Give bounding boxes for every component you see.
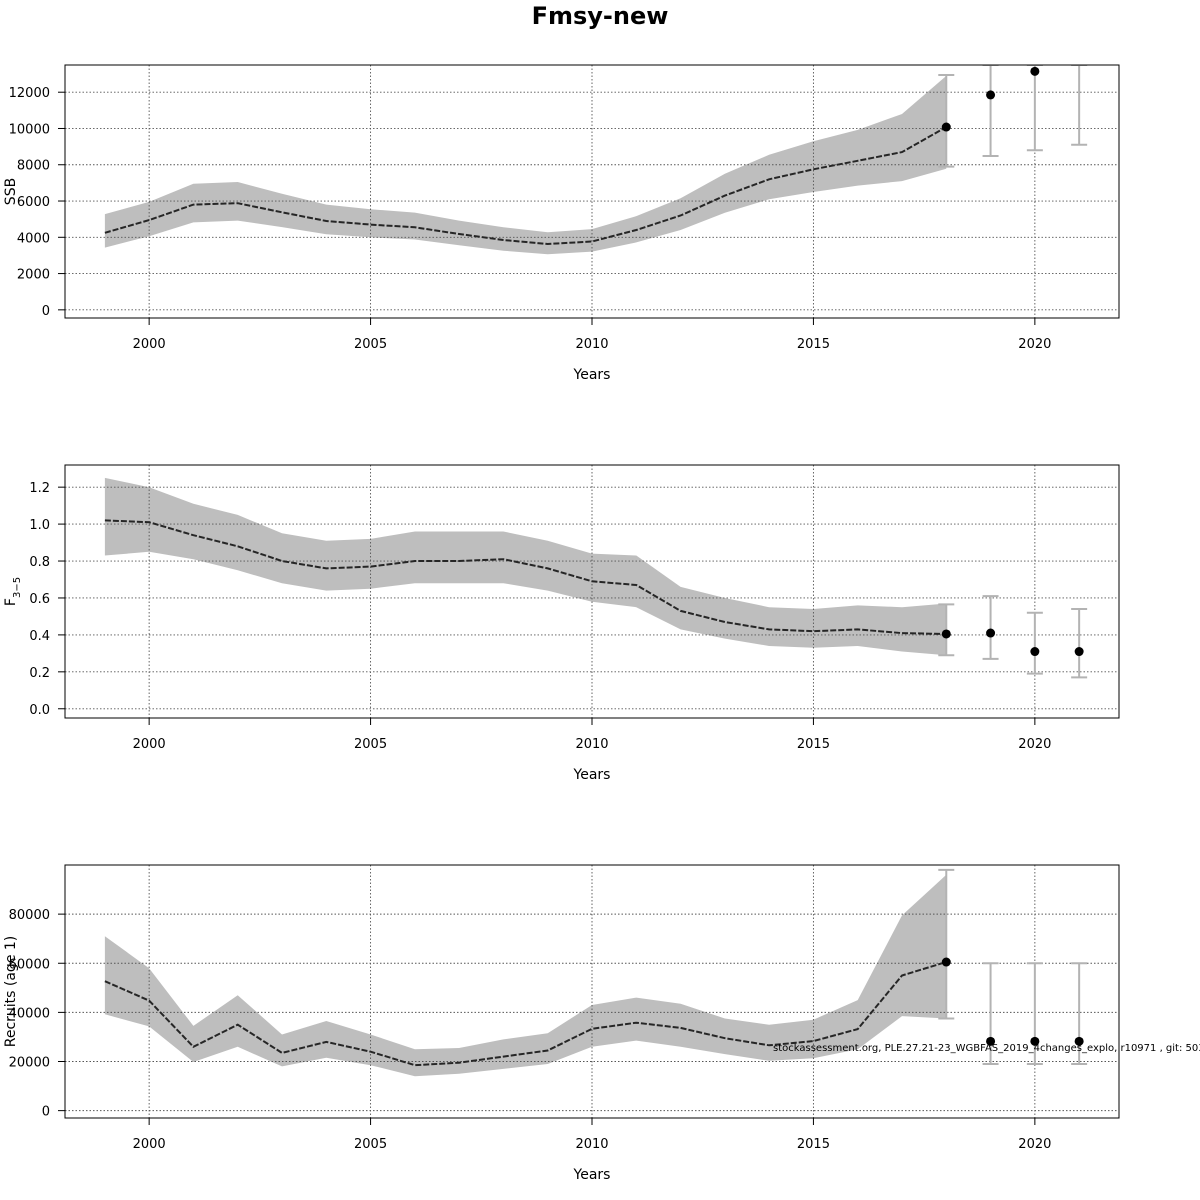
confidence-band <box>104 874 947 1077</box>
forecast-point <box>1030 66 1040 76</box>
x-axis-label: Years <box>573 1167 611 1183</box>
x-axis-label: Years <box>573 767 611 783</box>
y-tick-label: 10000 <box>9 122 50 137</box>
x-tick-label: 2015 <box>797 1137 830 1152</box>
chart-panel-3: 2000 2005 2010 2015 2020 0 20000 40000 60000 8000… <box>3 864 1120 1183</box>
y-tick-label: 12000 <box>9 86 50 101</box>
estimate-line <box>104 126 947 246</box>
grid-lines <box>65 865 1119 1118</box>
y-tick-label: 1.2 <box>29 481 50 496</box>
forecast-group <box>938 595 1088 679</box>
y-tick-label: 6000 <box>17 195 50 210</box>
confidence-band <box>104 477 947 656</box>
grid-lines <box>65 65 1119 318</box>
y-tick-label: 1.0 <box>29 518 50 533</box>
y-axis-label: SSB <box>3 178 19 205</box>
y-tick-label: 0.8 <box>29 555 50 570</box>
y-tick-label: 8000 <box>17 159 50 174</box>
y-tick-label: 2000 <box>17 268 50 283</box>
y-axis-label-main: Recruits (age 1) <box>3 936 19 1048</box>
forecast-point <box>941 122 951 132</box>
figure-title: Fmsy-new <box>532 2 669 30</box>
x-tick-label: 2000 <box>133 337 166 352</box>
y-tick-label: 0.4 <box>29 629 50 644</box>
y-tick-label: 0 <box>42 1105 50 1120</box>
x-tick-label: 2000 <box>133 1137 166 1152</box>
forecast-group <box>938 868 1088 1065</box>
grid-lines <box>65 465 1119 718</box>
forecast-point <box>1074 647 1084 657</box>
forecast-point <box>986 90 996 100</box>
forecast-point <box>986 628 996 638</box>
chart-panel-1: 2000 2005 2010 2015 2020 0 2000 4000 6000 8000 100… <box>3 64 1120 383</box>
y-tick-label: 0.0 <box>29 703 50 718</box>
y-axis-label: F3−5 <box>3 577 23 606</box>
y-tick-label: 20000 <box>9 1056 50 1071</box>
x-tick-label: 2020 <box>1018 1137 1051 1152</box>
y-axis-label-subscript: 3−5 <box>12 577 23 598</box>
y-axis-label: Recruits (age 1) <box>3 936 19 1048</box>
y-tick-label: 4000 <box>17 231 50 246</box>
forecast-point <box>986 1036 996 1046</box>
y-axis-label-main: F <box>3 598 19 606</box>
x-tick-label: 2005 <box>354 1137 387 1152</box>
forecast-point <box>941 629 951 639</box>
forecast-group <box>938 65 1088 168</box>
x-tick-label: 2005 <box>354 737 387 752</box>
x-tick-label: 2020 <box>1018 737 1051 752</box>
x-tick-label: 2000 <box>133 737 166 752</box>
x-tick-label: 2010 <box>575 1137 608 1152</box>
forecast-point <box>1030 1036 1040 1046</box>
confidence-band <box>104 75 947 255</box>
y-tick-label: 40000 <box>9 1006 50 1021</box>
estimate-line <box>104 961 947 1067</box>
x-tick-label: 2005 <box>354 337 387 352</box>
y-tick-label: 0 <box>42 304 50 319</box>
chart-panels: 2000 2005 2010 2015 2020 0 2000 4000 6000 8000 100… <box>3 64 1120 1183</box>
y-axis-label-main: SSB <box>3 178 19 205</box>
x-tick-label: 2015 <box>797 737 830 752</box>
forecast-point <box>1030 647 1040 657</box>
estimate-line <box>104 519 947 635</box>
forecast-point <box>941 957 951 967</box>
y-tick-label: 60000 <box>9 957 50 972</box>
chart-panel-2: 2000 2005 2010 2015 2020 0.0 0.2 0.4 0.6 0.8 1.0 1.… <box>3 464 1120 783</box>
forecast-point <box>1074 1036 1084 1046</box>
x-tick-label: 2010 <box>575 337 608 352</box>
footnote: stockassessment.org, PLE.27.21-23_WGBFAS… <box>773 1043 1200 1054</box>
y-tick-label: 80000 <box>9 908 50 923</box>
x-tick-label: 2015 <box>797 337 830 352</box>
y-tick-label: 0.2 <box>29 666 50 681</box>
x-axis-label: Years <box>573 367 611 383</box>
x-tick-label: 2020 <box>1018 337 1051 352</box>
x-tick-label: 2010 <box>575 737 608 752</box>
y-tick-label: 0.6 <box>29 592 50 607</box>
